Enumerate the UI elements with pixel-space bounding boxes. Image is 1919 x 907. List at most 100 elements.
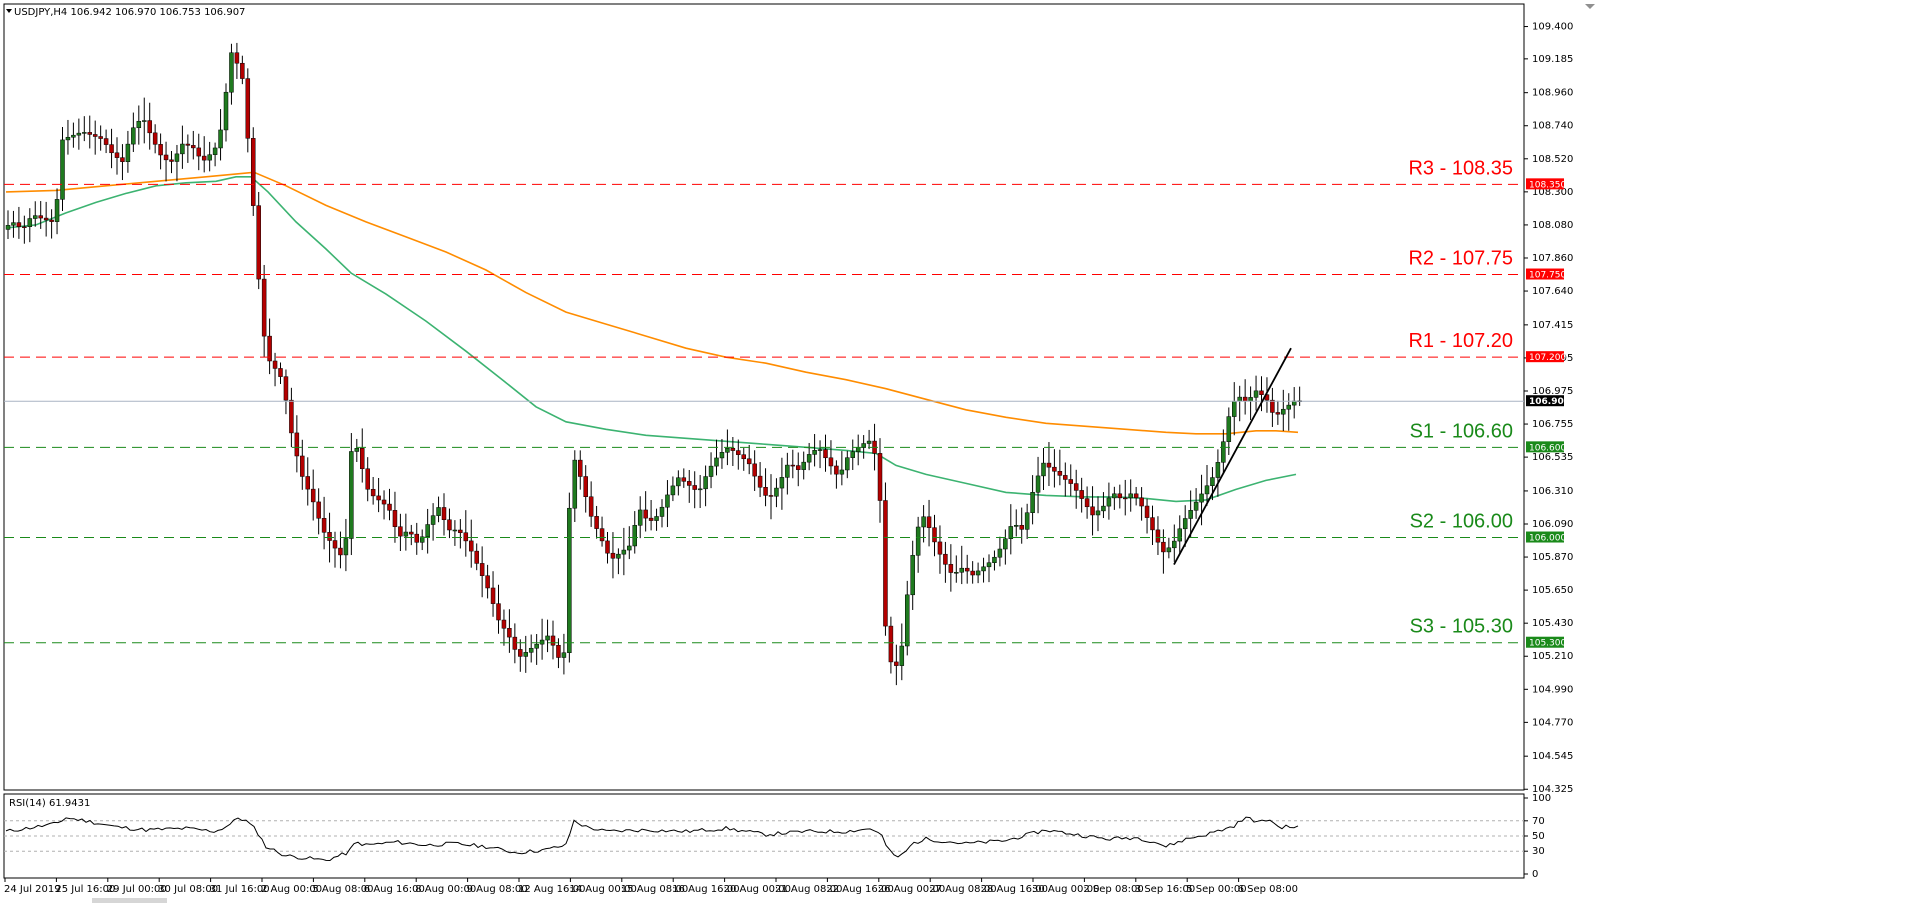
price-tick-label: 107.415: [1532, 320, 1573, 331]
time-tick-label: 5 Sep 00:00: [1186, 884, 1246, 895]
candle-body: [1155, 529, 1161, 543]
candle-body: [240, 62, 245, 79]
candle-body: [659, 506, 665, 517]
candle-body: [670, 485, 676, 496]
candle-body: [1068, 479, 1073, 484]
candle-body: [436, 507, 441, 516]
level-price-badge: [1526, 441, 1564, 453]
rsi-panel: 100 70 50 30 0 RSI(14) 61.9431: [3, 793, 1551, 880]
candle-body: [1204, 485, 1210, 495]
candle-body: [354, 448, 360, 452]
candle-body: [234, 52, 240, 64]
candle-body: [1199, 493, 1204, 503]
level-label: S3 - 105.30: [1410, 616, 1513, 638]
candle-body: [294, 432, 300, 457]
candle-body: [812, 450, 817, 455]
candle-body: [1182, 518, 1188, 530]
candle-body: [76, 132, 82, 136]
candle-body: [725, 447, 730, 453]
support-resistance-levels: R3 - 108.35 R2 - 107.75 R1 - 107.20 S1 - 10…: [4, 157, 1524, 644]
candle-body: [752, 463, 757, 477]
candle-body: [5, 225, 11, 230]
candle-body: [496, 603, 501, 621]
candle-body: [458, 529, 463, 533]
level-label: S2 - 106.00: [1410, 511, 1513, 533]
chart-shift-marker-icon[interactable]: [1585, 4, 1595, 9]
candle-body: [310, 488, 316, 503]
trendline-layer: [1173, 347, 1292, 565]
candle-body: [316, 501, 321, 519]
candle-body: [970, 570, 975, 576]
candle-body: [1237, 396, 1242, 402]
rsi-tick-label: 50: [1532, 831, 1545, 842]
current-price-badge: [1526, 395, 1564, 407]
candle-body: [806, 454, 812, 463]
level-price-badge: [1526, 636, 1564, 648]
candle-body: [736, 450, 741, 455]
candle-body: [1210, 477, 1215, 486]
candle-body: [360, 448, 365, 470]
candle-body: [223, 91, 229, 131]
candle-body: [419, 536, 425, 543]
rsi-tick-label: 0: [1532, 869, 1538, 880]
candle-body: [687, 481, 692, 486]
time-tick-label: 20 Aug 00:00: [724, 884, 791, 895]
candle-body: [1030, 492, 1035, 513]
time-tick-label: 8 Aug 00:00: [415, 884, 476, 895]
candle-body: [681, 477, 687, 482]
collapse-triangle-icon[interactable]: [6, 9, 12, 13]
candle-body: [245, 78, 251, 139]
time-tick-label: 25 Jul 16:00: [55, 884, 115, 895]
candle-body: [572, 459, 578, 509]
candle-body: [261, 278, 267, 337]
candle-body: [817, 449, 823, 451]
rsi-label: RSI(14) 61.9431: [9, 798, 90, 809]
candle-body: [768, 495, 774, 497]
candle-body: [567, 507, 572, 653]
price-tick-label: 105.210: [1532, 651, 1573, 662]
time-tick-label: 27 Aug 08:00: [929, 884, 996, 895]
candle-body: [229, 52, 234, 93]
candle-body: [136, 120, 142, 129]
candle-body: [648, 517, 654, 521]
candle-body: [637, 509, 643, 526]
candle-body: [191, 145, 196, 149]
candle-body: [926, 516, 932, 528]
time-tick-label: 28 Aug 16:00: [981, 884, 1048, 895]
candle-body: [289, 399, 294, 434]
candle-body: [964, 567, 970, 572]
candle-body: [943, 553, 948, 565]
candle-body: [556, 644, 561, 658]
chart-tab[interactable]: [92, 898, 167, 903]
candle-body: [54, 199, 60, 222]
candle-body: [1232, 400, 1237, 417]
candle-body: [1123, 497, 1128, 500]
candle-body: [708, 465, 714, 477]
level-price-badge-label: 107.750: [1529, 271, 1566, 281]
candle-body: [1128, 493, 1133, 499]
candle-body: [1084, 498, 1090, 508]
candle-body: [201, 155, 207, 161]
fast-moving-average-line: [5, 176, 1297, 503]
candle-body: [1248, 397, 1253, 402]
price-tick-label: 106.310: [1532, 486, 1573, 497]
candle-body: [703, 476, 708, 490]
candle-body: [103, 138, 109, 145]
price-badges: 108.350 107.750 107.200 106.600 106.000 105.3…: [1526, 178, 1570, 649]
candle-body: [267, 335, 272, 362]
time-tick-label: 24 Jul 2019: [4, 884, 61, 895]
candle-body: [877, 453, 883, 501]
level-price-badge-label: 106.600: [1529, 443, 1566, 453]
candle-body: [1003, 538, 1008, 550]
candle-body: [142, 120, 147, 122]
time-tick-label: 6 Aug 16:00: [364, 884, 425, 895]
candle-body: [1259, 390, 1264, 395]
ascending-trendline[interactable]: [1173, 347, 1292, 565]
candle-body: [616, 553, 621, 559]
candle-body: [1161, 541, 1166, 553]
candle-body: [539, 639, 545, 645]
price-tick-label: 105.430: [1532, 618, 1573, 629]
candle-body: [447, 519, 452, 531]
level-price-badge-label: 108.350: [1529, 180, 1566, 190]
